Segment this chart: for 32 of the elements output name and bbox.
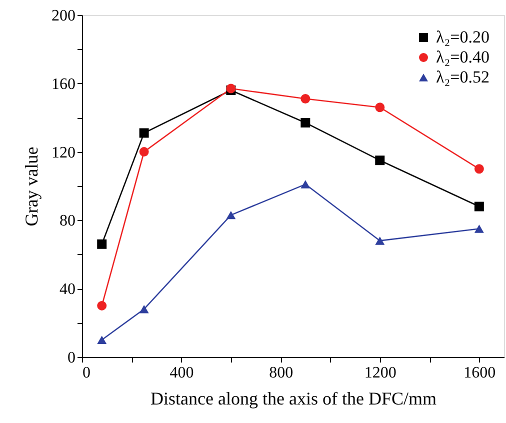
point — [300, 118, 310, 128]
y-tick-label: 160 — [52, 76, 76, 93]
point — [474, 164, 484, 174]
legend-label: λ₂=0.40 — [436, 48, 490, 66]
point — [375, 156, 385, 166]
y-axis-title: Gray value — [22, 146, 42, 226]
point — [139, 128, 149, 138]
point — [97, 300, 107, 310]
point — [139, 147, 149, 157]
point — [474, 224, 484, 233]
point — [300, 180, 310, 188]
y-tick-label: 120 — [52, 144, 76, 162]
y-tick-label: 40 — [60, 281, 76, 298]
point — [139, 305, 149, 314]
legend-label: λ₂=0.20 — [436, 28, 490, 46]
point — [474, 202, 484, 212]
legend-label: λ₂=0.52 — [436, 68, 490, 86]
point — [375, 236, 385, 245]
x-tick-label: 400 — [170, 364, 194, 382]
point — [375, 102, 385, 112]
point — [97, 336, 107, 344]
x-tick-label: 800 — [269, 364, 294, 382]
x-tick-label: 0 — [82, 364, 90, 382]
y-tick-label: 80 — [60, 212, 76, 230]
x-tick-label: 1200 — [364, 364, 396, 382]
y-tick-label: 200 — [52, 8, 76, 24]
x-tick-label: 1600 — [464, 364, 496, 382]
point — [226, 210, 236, 220]
point — [97, 239, 107, 249]
y-tick-label: 0 — [68, 350, 76, 366]
x-axis-title: Distance along the axis of the DFC/mm — [150, 388, 436, 408]
point — [300, 94, 310, 104]
